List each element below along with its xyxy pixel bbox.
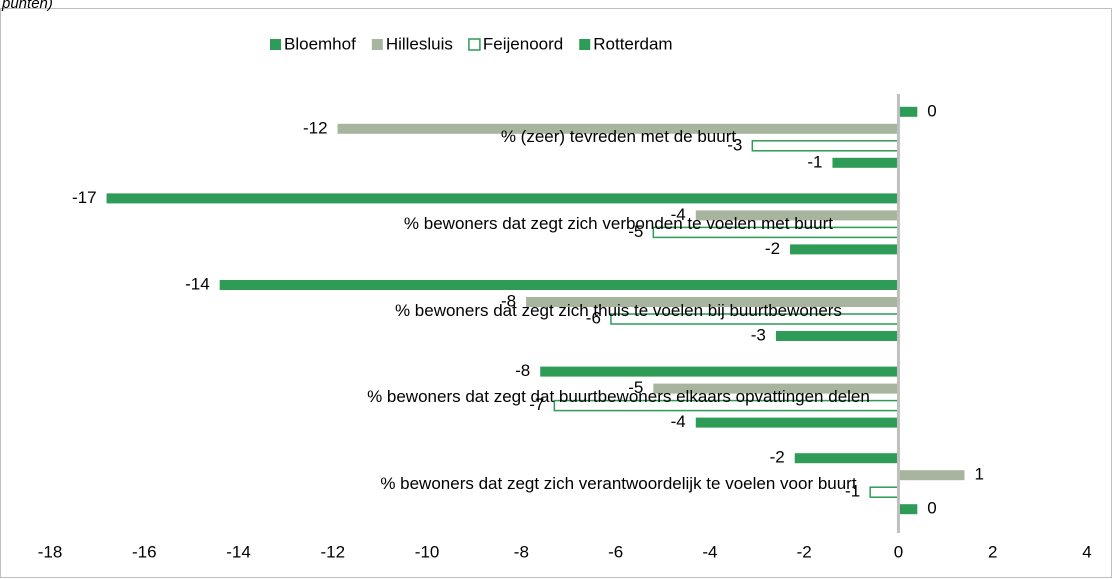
bar — [898, 504, 918, 515]
value-label: -17 — [72, 188, 97, 207]
value-label: -2 — [770, 448, 785, 467]
value-label: -12 — [303, 118, 328, 137]
x-tick-label: 4 — [1082, 542, 1091, 561]
bar — [106, 193, 899, 204]
x-tick-label: -10 — [415, 542, 440, 561]
category-label: % (zeer) tevreden met de buurt — [500, 127, 737, 147]
value-label: -7 — [529, 395, 544, 414]
x-tick-label: 0 — [894, 542, 903, 561]
legend-swatch — [579, 39, 591, 50]
value-label: 1 — [974, 465, 983, 484]
legend-swatch — [371, 39, 383, 50]
bar — [337, 123, 899, 134]
legend-label: Feijenoord — [483, 34, 563, 53]
x-tick-label: -12 — [321, 542, 346, 561]
category-label: % bewoners dat zegt zich thuis te voelen… — [394, 300, 842, 320]
bar — [540, 366, 899, 377]
value-label: -4 — [671, 205, 686, 224]
value-label: -3 — [751, 325, 766, 344]
bar — [898, 470, 965, 481]
x-tick-label: -2 — [797, 542, 812, 561]
x-tick-label: -6 — [608, 542, 623, 561]
bar — [794, 453, 899, 464]
legend-label: Rotterdam — [593, 34, 672, 53]
category-label: % bewoners dat zegt dat buurtbewoners el… — [367, 387, 870, 407]
value-label: -4 — [671, 412, 686, 431]
value-label: -3 — [727, 135, 742, 154]
bar — [653, 383, 899, 394]
value-label: 0 — [927, 101, 936, 120]
x-tick-label: -8 — [514, 542, 529, 561]
bar — [695, 417, 899, 428]
x-tick-label: -16 — [132, 542, 157, 561]
value-label: -2 — [765, 239, 780, 258]
chart-title: punten) — [1, 0, 53, 12]
x-tick-label: 2 — [988, 542, 997, 561]
bar — [832, 157, 899, 168]
bar — [775, 331, 899, 341]
x-tick-label: -18 — [38, 542, 63, 561]
bar — [898, 106, 918, 117]
value-label: -1 — [807, 152, 822, 171]
legend-swatch — [468, 38, 481, 51]
value-label: -5 — [628, 222, 643, 241]
value-label: -14 — [185, 274, 210, 293]
bar — [526, 297, 899, 307]
value-label: -8 — [515, 361, 530, 380]
value-label: -8 — [501, 291, 516, 310]
category-label: % bewoners dat zegt zich verbonden te vo… — [403, 213, 833, 233]
x-tick-label: -4 — [702, 542, 717, 561]
value-label: 0 — [927, 499, 936, 518]
legend-label: Hillesluis — [386, 34, 453, 53]
value-label: -5 — [628, 378, 643, 397]
chart-border — [0, 8, 1112, 578]
legend-swatch — [270, 39, 281, 50]
value-label: -6 — [586, 308, 601, 327]
x-tick-label: -14 — [226, 542, 251, 561]
value-label: -1 — [845, 482, 860, 501]
category-label: % bewoners dat zegt zich verantwoordelij… — [380, 473, 857, 493]
bar — [219, 280, 899, 290]
bar — [790, 244, 899, 255]
bar — [695, 210, 899, 221]
legend-label: Bloemhof — [284, 34, 356, 53]
